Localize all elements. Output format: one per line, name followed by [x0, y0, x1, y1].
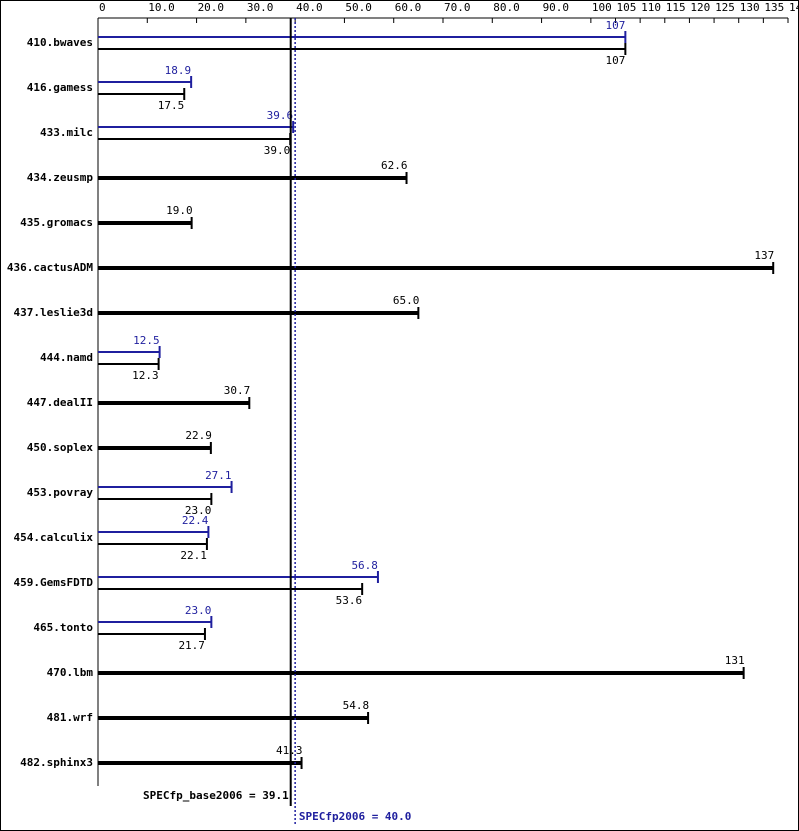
value-label: 19.0 — [166, 204, 193, 217]
x-tick-label: 80.0 — [493, 1, 520, 14]
value-label: 65.0 — [393, 294, 420, 307]
value-label: 30.7 — [224, 384, 251, 397]
value-label: 131 — [725, 654, 745, 667]
category-label: 482.sphinx3 — [20, 756, 93, 769]
value-label: 39.0 — [264, 144, 291, 157]
category-label: 481.wrf — [47, 711, 93, 724]
x-tick-label: 0 — [99, 1, 106, 14]
category-label: 453.povray — [27, 486, 94, 499]
category-label: 416.gamess — [27, 81, 93, 94]
x-tick-label: 135 — [764, 1, 784, 14]
value-label: 23.0 — [185, 504, 212, 517]
x-tick-label: 100 — [592, 1, 612, 14]
reference-label: SPECfp_base2006 = 39.1 — [143, 789, 289, 802]
category-label: 410.bwaves — [27, 36, 93, 49]
x-tick-label: 140 — [789, 1, 799, 14]
value-label: 27.1 — [205, 469, 232, 482]
category-label: 444.namd — [40, 351, 93, 364]
x-tick-label: 10.0 — [148, 1, 175, 14]
value-label: 18.9 — [165, 64, 192, 77]
value-label: 137 — [754, 249, 774, 262]
value-label: 17.5 — [158, 99, 185, 112]
category-label: 450.soplex — [27, 441, 94, 454]
x-tick-label: 115 — [666, 1, 686, 14]
x-tick-label: 70.0 — [444, 1, 471, 14]
x-tick-label: 50.0 — [345, 1, 372, 14]
x-tick-label: 60.0 — [395, 1, 422, 14]
category-label: 435.gromacs — [20, 216, 93, 229]
category-label: 437.leslie3d — [14, 306, 93, 319]
value-label: 23.0 — [185, 604, 212, 617]
value-label: 22.9 — [185, 429, 212, 442]
value-label: 22.1 — [180, 549, 207, 562]
value-label: 107 — [605, 54, 625, 67]
x-tick-label: 105 — [617, 1, 637, 14]
value-label: 12.5 — [133, 334, 160, 347]
value-label: 53.6 — [336, 594, 363, 607]
x-tick-label: 90.0 — [543, 1, 570, 14]
x-tick-label: 125 — [715, 1, 735, 14]
category-label: 459.GemsFDTD — [14, 576, 94, 589]
value-label: 21.7 — [178, 639, 205, 652]
x-tick-label: 30.0 — [247, 1, 274, 14]
category-label: 470.lbm — [47, 666, 94, 679]
category-label: 454.calculix — [14, 531, 94, 544]
value-label: 22.4 — [182, 514, 209, 527]
value-label: 54.8 — [343, 699, 370, 712]
category-label: 436.cactusADM — [7, 261, 93, 274]
x-tick-label: 120 — [690, 1, 710, 14]
value-label: 39.6 — [267, 109, 294, 122]
category-label: 434.zeusmp — [27, 171, 94, 184]
category-label: 447.dealII — [27, 396, 93, 409]
category-label: 465.tonto — [33, 621, 93, 634]
category-label: 433.milc — [40, 126, 93, 139]
reference-label: SPECfp2006 = 40.0 — [299, 810, 412, 823]
value-label: 41.3 — [276, 744, 303, 757]
value-label: 12.3 — [132, 369, 159, 382]
value-label: 62.6 — [381, 159, 408, 172]
value-label: 56.8 — [351, 559, 378, 572]
x-tick-label: 20.0 — [198, 1, 225, 14]
x-tick-label: 110 — [641, 1, 661, 14]
x-tick-label: 130 — [740, 1, 760, 14]
x-tick-label: 40.0 — [296, 1, 323, 14]
value-label: 107 — [605, 19, 625, 32]
